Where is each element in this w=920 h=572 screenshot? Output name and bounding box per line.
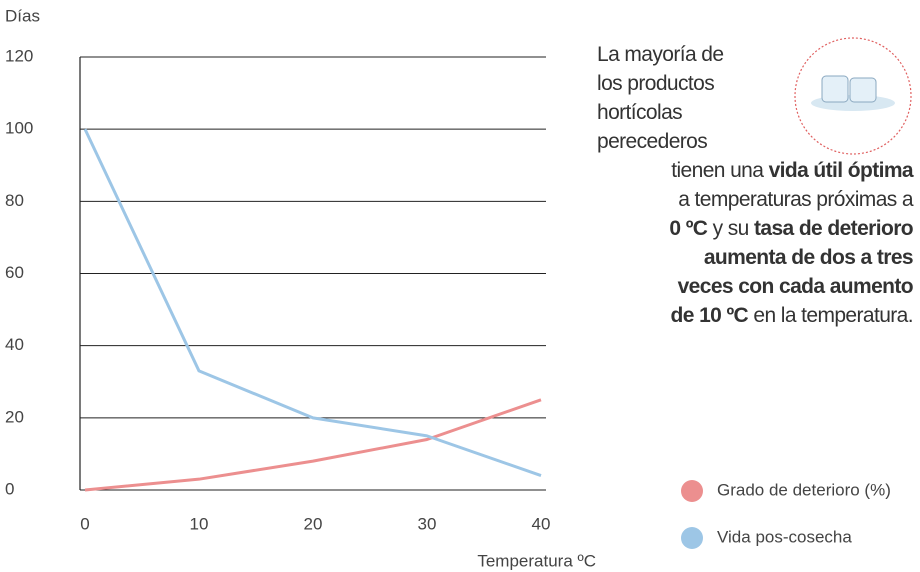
annotation-text: vida útil óptima: [769, 159, 913, 182]
annotation-line: La mayoría de: [583, 40, 913, 69]
annotation-line: a temperaturas próximas a: [583, 185, 913, 214]
annotation-line: veces con cada aumento: [583, 272, 913, 301]
x-axis-title: Temperatura ºC: [477, 551, 596, 570]
annotation-line: los productos: [583, 69, 913, 98]
annotation-text: 0 ºC: [669, 217, 707, 240]
annotation-text: hortícolas: [597, 101, 682, 124]
legend-label: Vida pos-cosecha: [717, 527, 852, 546]
annotation-text: aumenta de dos a tres: [704, 246, 913, 269]
annotation-text: La mayoría de: [597, 43, 723, 66]
x-tick-label: 40: [532, 514, 551, 533]
annotation-line: aumenta de dos a tres: [583, 243, 913, 272]
page: Días Temperatura ºC 0 20 40 60 80 100 120 0 10 20…: [0, 0, 920, 572]
x-tick-label: 10: [190, 514, 209, 533]
y-tick-label: 60: [5, 263, 24, 282]
annotation-line: hortícolas: [583, 98, 913, 127]
annotation-text: y su: [707, 217, 754, 240]
annotation-text: tasa de deterioro: [754, 217, 913, 240]
annotation-text: veces con cada aumento: [678, 275, 913, 298]
annotation-text: de 10 ºC: [671, 304, 749, 327]
x-tick-label: 20: [304, 514, 323, 533]
y-tick-label: 100: [5, 119, 33, 138]
annotation-text: tienen una: [671, 159, 768, 182]
annotation-line: de 10 ºC en la temperatura.: [583, 301, 913, 330]
y-tick-label: 20: [5, 407, 24, 426]
x-tick-label: 0: [80, 514, 89, 533]
annotation-line: 0 ºC y su tasa de deterioro: [583, 214, 913, 243]
annotation: La mayoría de los productos hortícolas pere…: [583, 40, 913, 330]
annotation-text: a temperaturas próximas a: [678, 188, 913, 211]
x-tick-label: 30: [418, 514, 437, 533]
y-axis-title: Días: [5, 6, 40, 25]
y-tick-label: 0: [5, 479, 14, 498]
legend-marker: [681, 480, 703, 502]
y-tick-label: 40: [5, 335, 24, 354]
annotation-line: tienen una vida útil óptima: [583, 156, 913, 185]
legend-label: Grado de deterioro (%): [717, 480, 891, 499]
annotation-text: en la temperatura.: [748, 304, 913, 327]
annotation-text: los productos: [597, 72, 714, 95]
series-line: [85, 400, 541, 490]
annotation-text: perecederos: [597, 130, 707, 153]
y-tick-label: 120: [5, 46, 33, 65]
y-tick-label: 80: [5, 191, 24, 210]
legend-marker: [681, 527, 703, 549]
annotation-line: perecederos: [583, 127, 913, 156]
